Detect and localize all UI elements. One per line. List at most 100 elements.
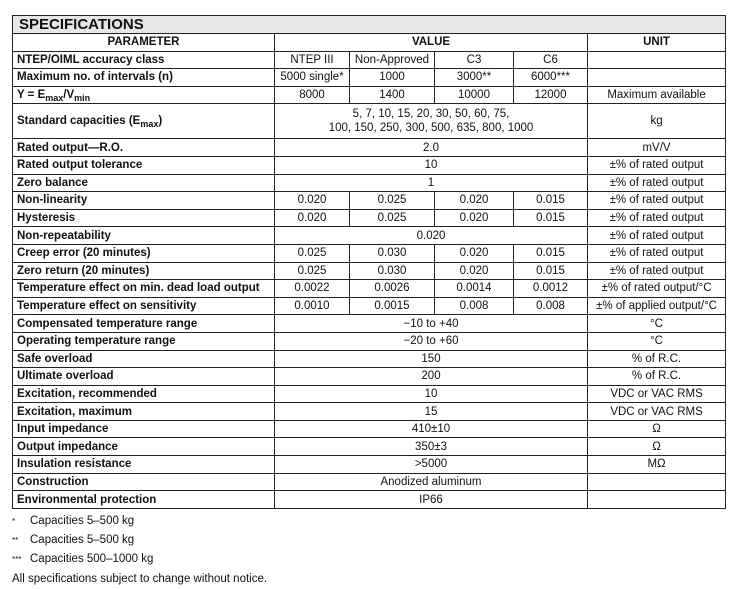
unit-cell: Ω (586, 419, 727, 439)
table-row: Hysteresis 0.020 0.025 0.020 0.015 ±% of rate… (12, 208, 727, 228)
parameter-cell: Compensated temperature range (12, 314, 275, 333)
parameter-text: Output impedance (17, 440, 118, 453)
parameter-cell: Non-linearity (12, 191, 275, 210)
value-cell: 0.0010 (274, 296, 350, 316)
value-cell: 6000*** (513, 68, 588, 87)
parameter-text: Construction (17, 475, 89, 488)
table-row: Insulation resistance >5000 MΩ (12, 455, 727, 474)
header-value: VALUE (274, 33, 588, 52)
value-cell: 0.020 (434, 208, 514, 228)
table-row: Maximum no. of intervals (n) 5000 single*… (12, 68, 727, 87)
value-cell: 0.0012 (513, 279, 588, 298)
value-cell: 5, 7, 10, 15, 20, 30, 50, 60, 75, 100, 1… (274, 103, 588, 140)
value-cell: 0.015 (513, 261, 588, 281)
value-cell: −10 to +40 (274, 314, 588, 333)
parameter-cell: Construction (12, 472, 275, 492)
parameter-cell: Ultimate overload (12, 367, 275, 386)
unit-cell: kg (586, 103, 727, 140)
unit-cell (586, 490, 727, 509)
unit-cell: ±% of applied output/°C (586, 296, 727, 316)
parameter-text: Safe overload (17, 352, 93, 365)
table-row: Standard capacities (Emax) 5, 7, 10, 15, … (12, 103, 727, 140)
table-row: Temperature effect on sensitivity 0.0010 0… (12, 296, 727, 316)
table-row: Construction Anodized aluminum (12, 472, 727, 492)
parameter-cell: Excitation, recommended (12, 384, 275, 404)
unit-cell: ±% of rated output/°C (586, 279, 727, 298)
parameter-cell: Creep error (20 minutes) (12, 243, 275, 263)
unit-cell (586, 472, 727, 492)
table-row: Temperature effect on min. dead load out… (12, 279, 727, 298)
value-cell: 8000 (274, 85, 350, 105)
unit-cell: VDC or VAC RMS (586, 402, 727, 421)
parameter-text: Maximum no. of intervals (n) (17, 71, 173, 84)
parameter-text: max (45, 93, 64, 104)
header-parameter: PARAMETER (12, 33, 275, 52)
table-row: Compensated temperature range −10 to +40 °… (12, 314, 727, 333)
parameter-text: min (74, 93, 91, 104)
parameter-cell: Hysteresis (12, 208, 275, 228)
parameter-cell: Temperature effect on sensitivity (12, 296, 275, 316)
table-row: Rated output tolerance 10 ±% of rated outp… (12, 155, 727, 175)
parameter-text: Temperature effect on min. dead load out… (17, 282, 260, 295)
table-row: NTEP/OIML accuracy class NTEP III Non-Appr… (12, 50, 727, 70)
header-unit: UNIT (586, 33, 727, 52)
table-row: Environmental protection IP66 (12, 490, 727, 509)
value-cell: 0.0026 (349, 279, 435, 298)
value-cell: 410±10 (274, 419, 588, 439)
table-row: Excitation, recommended 10 VDC or VAC RMS (12, 384, 727, 404)
value-cell: 0.020 (434, 191, 514, 210)
unit-cell: °C (586, 331, 727, 351)
unit-cell (586, 68, 727, 87)
value-cell: 0.030 (349, 243, 435, 263)
footnote-text: Capacities 5–500 kg (30, 534, 135, 547)
unit-cell: ±% of rated output (586, 243, 727, 263)
table-row: Output impedance 350±3 Ω (12, 437, 727, 457)
value-cell: 0.030 (349, 261, 435, 281)
parameter-text: Creep error (20 minutes) (17, 247, 151, 260)
unit-cell: VDC or VAC RMS (586, 384, 727, 404)
footnote-text: Capacities 500–1000 kg (30, 553, 154, 566)
parameter-cell: Insulation resistance (12, 455, 275, 474)
table-row: Excitation, maximum 15 VDC or VAC RMS (12, 402, 727, 421)
table-row: Input impedance 410±10 Ω (12, 419, 727, 439)
value-cell: 200 (274, 367, 588, 386)
value-cell: 1000 (349, 68, 435, 87)
value-cell: 10 (274, 155, 588, 175)
parameter-cell: Safe overload (12, 349, 275, 369)
unit-cell: % of R.C. (586, 367, 727, 386)
unit-cell: ±% of rated output (586, 191, 727, 210)
table-row: Non-repeatability 0.020 ±% of rated output (12, 226, 727, 245)
unit-cell: MΩ (586, 455, 727, 474)
value-cell: 0.015 (513, 243, 588, 263)
parameter-text: Non-linearity (17, 194, 88, 207)
unit-cell: mV/V (586, 138, 727, 157)
value-cell: 0.025 (349, 208, 435, 228)
footnote: ** Capacities 5–500 kg (12, 531, 267, 550)
parameter-cell: Output impedance (12, 437, 275, 457)
value-cell: >5000 (274, 455, 588, 474)
value-cell: 0.020 (274, 226, 588, 245)
value-cell: 350±3 (274, 437, 588, 457)
unit-cell: % of R.C. (586, 349, 727, 369)
value-cell: C3 (434, 50, 514, 70)
parameter-text: Rated output—R.O. (17, 141, 124, 154)
value-cell: 1 (274, 173, 588, 193)
value-cell: 10 (274, 384, 588, 404)
value-cell: 0.015 (513, 191, 588, 210)
parameter-cell: Rated output tolerance (12, 155, 275, 175)
table-row: Creep error (20 minutes) 0.025 0.030 0.020 0… (12, 243, 727, 263)
unit-cell: °C (586, 314, 727, 333)
value-cell: C6 (513, 50, 588, 70)
unit-cell: Maximum available (586, 85, 727, 105)
parameter-text: Operating temperature range (17, 335, 176, 348)
table-row: Zero return (20 minutes) 0.025 0.030 0.020 0… (12, 261, 727, 281)
parameter-cell: Zero return (20 minutes) (12, 261, 275, 281)
table-row: Y = Emax/Vmin 8000 1400 10000 12000 Maximum a… (12, 85, 727, 105)
value-cell: 10000 (434, 85, 514, 105)
value-cell: 0.020 (274, 191, 350, 210)
unit-cell: ±% of rated output (586, 155, 727, 175)
specifications-table: SPECIFICATIONS PARAMETER VALUE UNIT NTEP… (11, 15, 727, 509)
parameter-text: Excitation, recommended (17, 387, 157, 400)
value-cell: −20 to +60 (274, 331, 588, 351)
parameter-cell: Y = Emax/Vmin (12, 85, 275, 105)
